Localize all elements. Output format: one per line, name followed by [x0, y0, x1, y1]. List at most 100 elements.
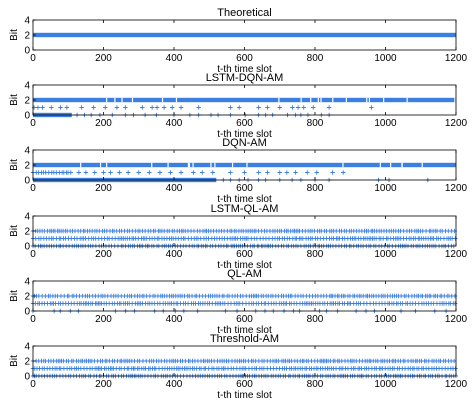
y-axis-label: Bit — [9, 159, 20, 171]
y-axis-label: Bit — [9, 290, 20, 302]
x-tick-label: 0 — [30, 379, 36, 390]
data-point — [277, 170, 282, 175]
data-point — [196, 105, 201, 110]
x-tick-label: 1200 — [445, 53, 468, 64]
band-gap — [167, 162, 169, 168]
data-point — [64, 105, 70, 110]
band-gap — [342, 162, 344, 168]
y-tick-label: 2 — [24, 227, 30, 238]
band-gap — [106, 97, 108, 103]
band-gap — [175, 97, 178, 103]
band-gap — [406, 97, 408, 103]
x-tick-label: 600 — [236, 249, 253, 260]
band-gap — [300, 97, 302, 103]
data-point — [341, 170, 346, 175]
x-axis-label: t-th time slot — [217, 194, 272, 205]
series-markers — [31, 97, 456, 118]
y-tick-label: 4 — [24, 16, 30, 27]
band-gap — [401, 162, 403, 168]
band-gap — [278, 97, 280, 103]
data-point — [40, 105, 45, 110]
x-tick-label: 800 — [307, 53, 324, 64]
x-tick-label: 600 — [236, 314, 253, 325]
band-gap — [214, 162, 216, 168]
data-point — [101, 170, 106, 175]
y-tick-label: 4 — [24, 212, 30, 223]
data-point — [228, 170, 233, 175]
band-gap — [114, 97, 116, 103]
y-tick-label: 4 — [24, 81, 30, 92]
data-point — [265, 170, 270, 175]
x-tick-label: 200 — [95, 183, 112, 194]
x-axis-label: t-th time slot — [217, 260, 272, 271]
x-tick-label: 400 — [166, 314, 183, 325]
data-point — [83, 170, 89, 175]
x-tick-label: 800 — [307, 118, 324, 129]
y-tick-label: 4 — [24, 146, 30, 157]
data-point — [68, 170, 73, 175]
data-point — [125, 170, 131, 175]
data-point — [117, 170, 122, 175]
data-point — [330, 170, 335, 175]
y-axis-label: Bit — [9, 29, 20, 41]
data-point — [140, 105, 145, 110]
x-tick-label: 1000 — [374, 379, 397, 390]
data-point — [103, 105, 108, 110]
data-point — [290, 105, 295, 110]
x-tick-label: 0 — [30, 183, 36, 194]
x-tick-label: 600 — [236, 53, 253, 64]
y-tick-label: 2 — [24, 292, 30, 303]
band-gap — [317, 97, 319, 103]
band-gap — [366, 97, 368, 103]
data-point — [35, 105, 41, 110]
x-tick-label: 800 — [307, 314, 324, 325]
data-point — [91, 105, 96, 110]
y-tick-label: 2 — [24, 31, 30, 42]
band-gap — [310, 97, 312, 103]
data-point — [200, 170, 205, 175]
x-tick-label: 400 — [166, 118, 183, 129]
x-tick-label: 1200 — [445, 314, 468, 325]
data-point — [58, 105, 63, 110]
band-gap — [106, 162, 108, 168]
series-markers — [33, 32, 456, 38]
x-tick-label: 1200 — [445, 183, 468, 194]
x-tick-label: 600 — [236, 118, 253, 129]
x-tick-label: 600 — [236, 183, 253, 194]
data-point — [191, 170, 196, 175]
x-tick-label: 200 — [95, 379, 112, 390]
subplot-5: Threshold-AM0 200 400 600 800 1000 1200024Bitt… — [9, 333, 468, 401]
band-gap — [151, 162, 153, 168]
x-axis-label: t-th time slot — [217, 129, 272, 140]
data-point — [305, 170, 310, 175]
data-point — [301, 105, 306, 110]
band-gap — [121, 97, 123, 103]
band-gap — [80, 162, 82, 168]
x-tick-label: 200 — [95, 314, 112, 325]
x-tick-label: 0 — [30, 118, 36, 129]
data-point — [92, 170, 97, 175]
data-point — [256, 170, 261, 175]
data-point — [178, 105, 184, 110]
y-tick-label: 0 — [24, 176, 30, 187]
band-gap — [390, 162, 392, 168]
data-point — [453, 366, 458, 371]
data-point — [452, 293, 458, 299]
y-tick-label: 2 — [24, 96, 30, 107]
x-tick-label: 1000 — [374, 183, 397, 194]
y-tick-label: 0 — [24, 111, 30, 122]
data-point — [265, 105, 270, 110]
band-gap — [246, 162, 248, 168]
x-tick-label: 800 — [307, 249, 324, 260]
x-tick-label: 800 — [307, 183, 324, 194]
x-tick-label: 400 — [166, 379, 183, 390]
data-point — [108, 170, 113, 175]
y-tick-label: 4 — [24, 342, 30, 353]
data-point — [295, 105, 301, 110]
y-tick-label: 0 — [24, 46, 30, 57]
data-point — [453, 236, 458, 241]
series-markers — [30, 293, 458, 314]
